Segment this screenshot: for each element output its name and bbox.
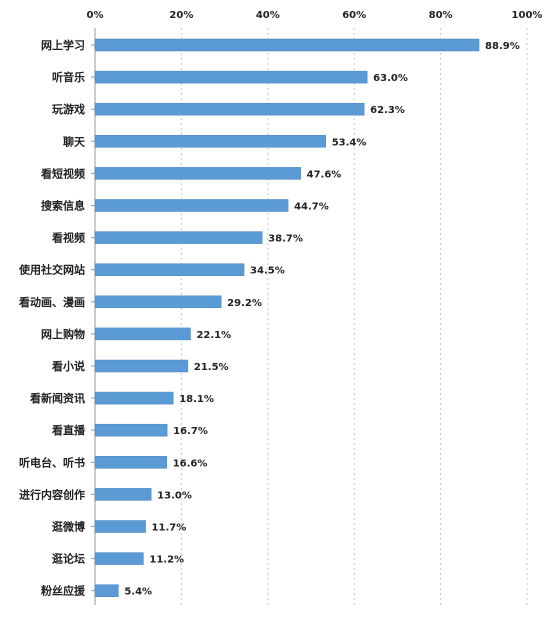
x-tick-label: 80% — [429, 10, 453, 21]
x-tick-label: 40% — [256, 10, 280, 21]
bar — [94, 327, 191, 341]
data-label: 38.7% — [268, 234, 303, 245]
category-label: 聊天 — [63, 134, 86, 148]
data-label: 16.7% — [173, 426, 208, 437]
x-tick-label: 0% — [87, 10, 104, 21]
category-label: 粉丝应援 — [41, 584, 86, 598]
category-label: 看短视频 — [41, 166, 85, 180]
bar — [94, 295, 222, 309]
data-label: 11.7% — [152, 523, 187, 534]
value-labels: 88.9% 63.0% 62.3% 53.4% 47.6% 44.7% 38.7% 34.5%… — [124, 41, 519, 598]
x-tick-label: 60% — [342, 10, 366, 21]
bar — [94, 135, 326, 148]
data-label: 18.1% — [179, 394, 214, 405]
category-label: 看动画、漫画 — [19, 295, 85, 309]
category-label: 进行内容创作 — [19, 487, 85, 501]
data-label: 62.3% — [370, 105, 405, 116]
category-label: 逛论坛 — [52, 552, 85, 566]
bar — [94, 423, 168, 437]
bars — [91, 38, 480, 597]
bar — [94, 584, 119, 597]
bar — [94, 38, 480, 52]
data-label: 16.6% — [173, 458, 208, 469]
category-label: 玩游戏 — [52, 102, 85, 116]
data-label: 44.7% — [294, 202, 329, 213]
data-label: 88.9% — [485, 41, 520, 52]
category-label: 看视频 — [52, 231, 85, 245]
category-label: 逛微博 — [52, 520, 85, 534]
data-label: 29.2% — [227, 298, 262, 309]
bar — [94, 456, 167, 469]
bar — [94, 552, 144, 565]
category-label: 看直播 — [52, 423, 86, 437]
data-label: 21.5% — [194, 362, 229, 373]
bar — [94, 231, 263, 244]
data-label: 63.0% — [373, 73, 408, 84]
bar — [94, 199, 289, 212]
category-labels: 网上学习听音乐玩游戏聊天看短视频搜索信息看视频使用社交网站看动画、漫画网上购物看… — [18, 38, 86, 598]
x-axis-ticks: 0% 20% 40% 60% 80% 100% — [87, 10, 543, 21]
category-label: 看小说 — [52, 359, 85, 373]
category-label: 网上学习 — [41, 38, 85, 52]
data-label: 34.5% — [250, 266, 285, 277]
category-label: 听电台、听书 — [19, 455, 85, 469]
data-label: 13.0% — [157, 490, 192, 501]
data-label: 47.6% — [307, 169, 342, 180]
grid-layer — [180, 28, 528, 605]
data-label: 11.2% — [149, 555, 184, 566]
bar — [94, 488, 152, 501]
bar — [94, 263, 245, 276]
category-label: 搜索信息 — [41, 199, 85, 213]
data-label: 22.1% — [196, 330, 231, 341]
category-label: 网上购物 — [41, 327, 85, 341]
bar — [94, 359, 189, 373]
category-label: 使用社交网站 — [18, 263, 85, 277]
data-label: 5.4% — [124, 587, 152, 598]
bar — [94, 520, 146, 533]
category-label: 听音乐 — [52, 70, 85, 84]
x-tick-label: 20% — [169, 10, 193, 21]
bar — [94, 391, 174, 405]
data-label: 53.4% — [332, 137, 367, 148]
category-label: 看新闻资讯 — [30, 391, 85, 405]
x-tick-label: 100% — [512, 10, 543, 21]
bar — [94, 102, 365, 116]
bar — [94, 167, 301, 180]
bar — [94, 70, 368, 84]
